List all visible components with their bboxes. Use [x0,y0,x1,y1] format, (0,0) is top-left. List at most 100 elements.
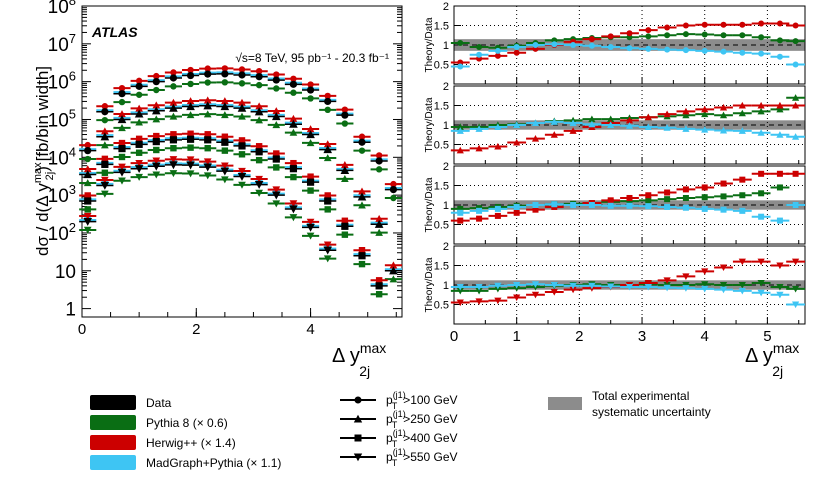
left-x-axis-title: Δ ymax 2j [332,340,386,379]
pythia-ratio-marker [791,94,800,101]
ratio-y-tick-label: 1.5 [434,181,449,193]
data-point [306,86,315,94]
madgraph-ratio-marker [476,207,483,214]
herwig-ratio-marker [513,49,520,56]
left-x-tick-label: 2 [192,321,200,338]
pythia-marker [307,187,314,194]
data-point [151,162,161,171]
herwig-marker [324,192,331,199]
legend-swatch-herwig [90,435,136,450]
herwig-ratio-marker [476,215,483,222]
data-point [186,102,195,111]
legend-cut-marker [353,453,363,462]
ratio-y-tick-label: 0.5 [434,140,449,152]
data-point [341,111,349,119]
ratio-y-axis-title: Theory/Data [424,177,435,232]
herwig-ratio-marker [739,21,746,28]
herwig-ratio-marker [607,33,614,40]
pythia-ratio-marker [701,281,709,288]
ratio-y-tick-label: 2 [443,1,449,13]
herwig-marker [307,81,314,88]
madgraph-ratio-marker [494,123,502,130]
data-point [152,138,160,146]
pythia-ratio-marker [456,123,464,130]
pythia-marker [221,176,229,184]
ratio-x-tick-label: 5 [763,328,771,345]
pythia-marker [375,166,383,173]
herwig-ratio-marker [739,176,746,183]
pythia-marker [152,171,161,179]
herwig-ratio-marker [513,138,521,146]
pythia-ratio-marker [758,190,765,197]
madgraph-ratio-marker [532,202,539,208]
herwig-marker [290,75,297,82]
herwig-ratio-marker [701,268,709,275]
pythia-ratio-marker [791,285,800,293]
pythia-marker [255,116,263,124]
atlas-label: ATLAS [91,24,138,40]
herwig-ratio-marker [682,107,690,115]
herwig-marker [323,140,332,148]
herwig-marker [375,277,383,284]
left-y-ticks: 1 10 102 103 104 105 106 107 108 [48,0,402,321]
madgraph-ratio-marker [776,217,783,224]
herwig-marker [186,156,195,164]
data-point [169,103,178,112]
pythia-ratio-marker [738,109,746,117]
madgraph-ratio-marker [682,125,690,132]
data-point [84,197,92,205]
madgraph-ratio-marker [791,301,800,309]
data-point [152,78,160,86]
pythia-ratio-marker [607,115,615,123]
ratio-y-tick-label: 0.5 [434,60,449,72]
herwig-marker [221,97,229,105]
herwig-marker [118,163,126,171]
legend-swatch-madgraph [90,455,136,470]
herwig-ratio-marker [663,277,671,284]
herwig-ratio-marker [494,52,501,59]
ratio-y-tick-label: 0.5 [434,300,449,312]
ratio-panel: 0.5 1 1.5 2 Theory/Data [424,161,806,245]
herwig-marker [169,156,178,164]
herwig-ratio-marker [701,184,708,191]
pythia-marker [323,255,332,263]
pythia-ratio-marker [776,184,783,191]
herwig-ratio-marker [626,30,633,37]
data-point [203,163,213,172]
pythia-ratio-marker [664,32,671,39]
madgraph-ratio-marker [663,284,671,292]
herwig-ratio-marker [682,22,689,29]
pythia-marker [101,190,109,198]
data-point [358,252,366,260]
madgraph-ratio-marker [701,285,709,293]
pythia-marker [221,79,229,86]
herwig-marker [238,98,246,106]
madgraph-ratio-marker [457,209,464,216]
madgraph-ratio-marker [494,205,501,212]
data-point [135,82,143,90]
madgraph-ratio-marker [757,129,765,136]
herwig-marker [221,162,229,170]
herwig-marker [290,159,297,167]
herwig-ratio-marker [757,258,765,266]
data-point [357,192,367,201]
pythia-marker [255,81,263,89]
left-y-tick-label: 108 [48,0,76,18]
data-point [306,178,315,186]
pythia-marker [290,173,297,181]
ratio-y-axis-title: Theory/Data [424,97,435,152]
madgraph-ratio-marker [476,51,483,58]
pythia-marker [186,111,195,119]
madgraph-ratio-marker [569,282,577,290]
madgraph-ratio-marker [776,53,783,60]
madgraph-ratio-marker [719,286,728,294]
data-point [374,219,384,228]
pythia-marker [272,200,281,208]
herwig-ratio-marker [758,20,765,27]
pythia-marker [323,154,332,162]
pythia-marker [389,275,398,283]
herwig-ratio-marker [607,197,614,204]
herwig-ratio-marker [569,286,577,294]
data-point [204,70,212,78]
